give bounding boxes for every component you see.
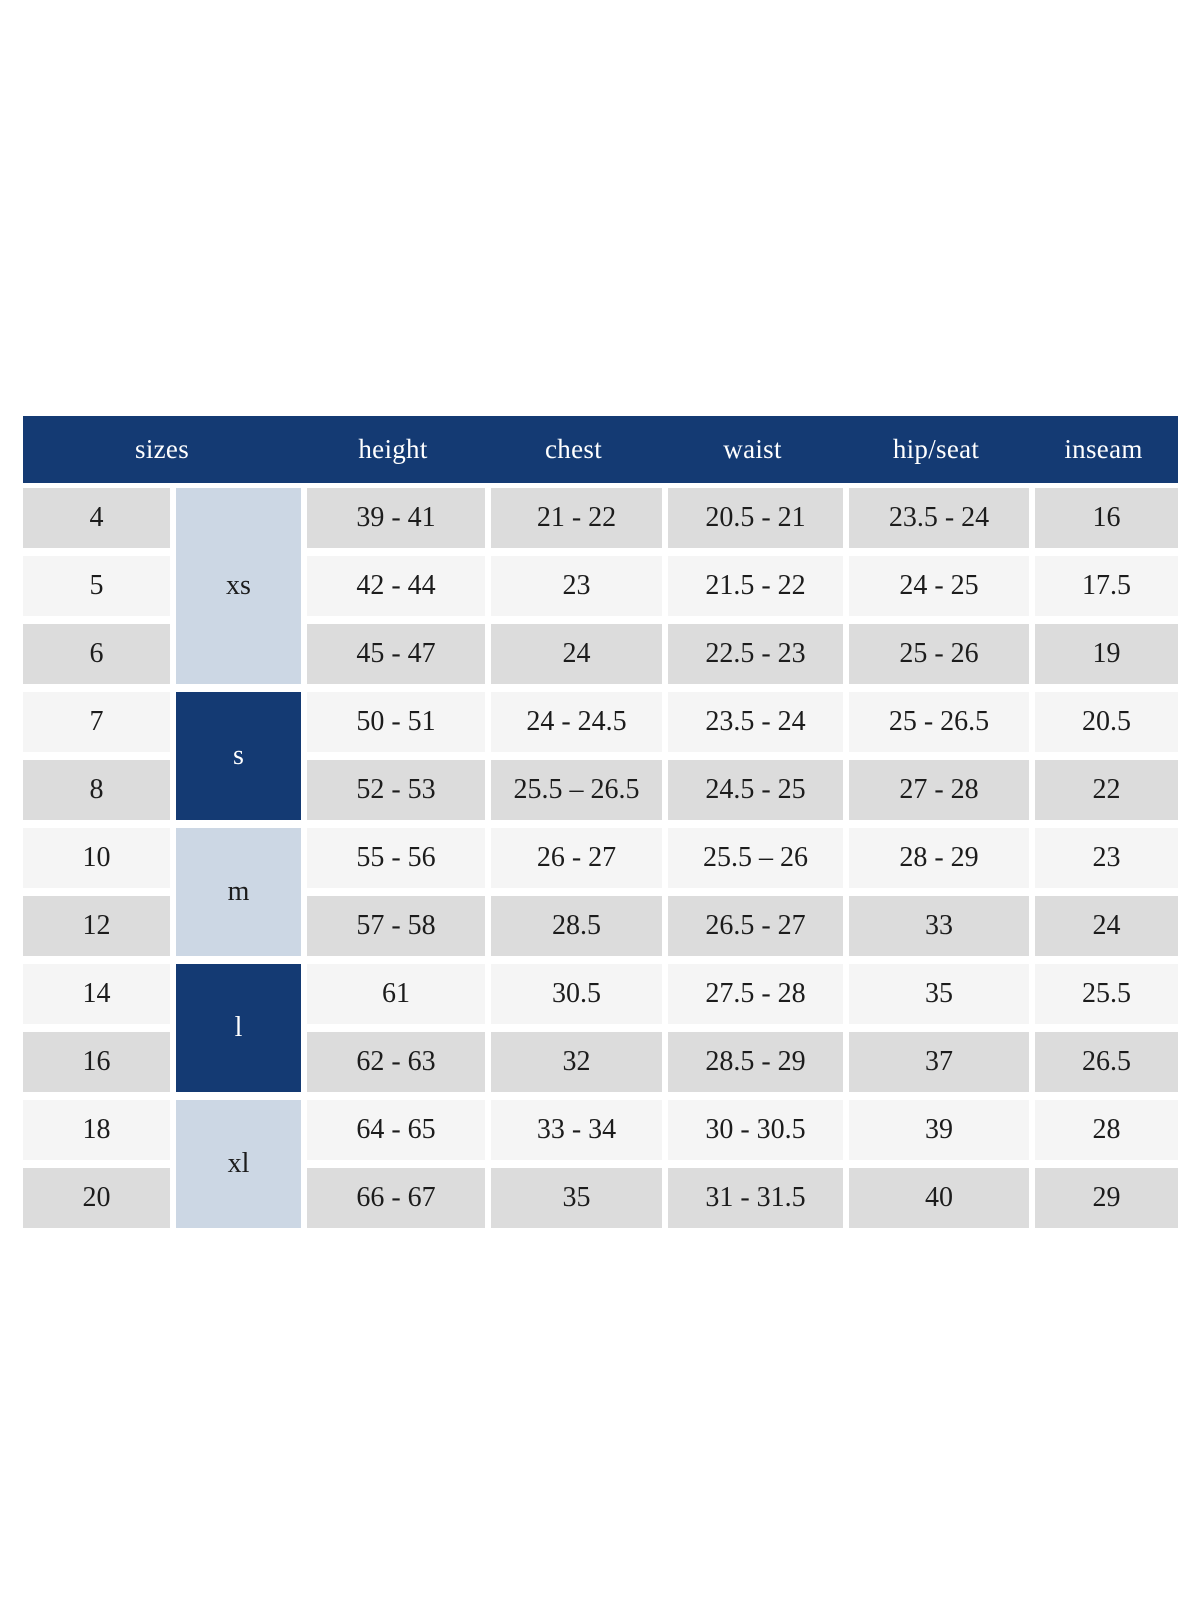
table-row: 6 45 - 47 24 22.5 - 23 25 - 26 19 [23, 616, 1179, 684]
inseam-cell: 25.5 [1029, 956, 1179, 1024]
waist-cell: 31 - 31.5 [662, 1160, 844, 1228]
hip-seat-cell: 28 - 29 [843, 820, 1030, 888]
chest-cell: 21 - 22 [485, 483, 663, 548]
hip-seat-cell: 33 [843, 888, 1030, 956]
waist-cell: 26.5 - 27 [662, 888, 844, 956]
table-row: 14 l 61 30.5 27.5 - 28 35 25.5 [23, 956, 1179, 1092]
waist-cell: 21.5 - 22 [662, 548, 844, 616]
inseam-cell: 19 [1029, 616, 1179, 684]
waist-cell: 28.5 - 29 [662, 1024, 844, 1092]
table-row: 7 s 50 - 51 24 - 24.5 23.5 - 24 25 - 26.… [23, 684, 1179, 820]
col-header-hip-seat: hip/seat [843, 416, 1030, 483]
chest-cell: 25.5 – 26.5 [485, 752, 663, 820]
size-group-cell-xl: xl [170, 1092, 302, 1228]
hip-seat-cell: 27 - 28 [843, 752, 1030, 820]
height-cell: 52 - 53 [301, 752, 486, 820]
inseam-cell: 24 [1029, 888, 1179, 956]
chest-cell: 26 - 27 [485, 820, 663, 888]
height-cell: 39 - 41 [301, 483, 486, 548]
height-cell: 42 - 44 [301, 548, 486, 616]
header-row: sizes height chest waist hip/seat inseam [23, 416, 1179, 483]
col-header-height: height [301, 416, 486, 483]
size-group-cell-s: s [170, 684, 302, 820]
inseam-cell: 20.5 [1029, 684, 1179, 752]
chest-cell: 23 [485, 548, 663, 616]
table-row: 10 m 55 - 56 26 - 27 25.5 – 26 28 - 29 2… [23, 820, 1179, 956]
size-chart: sizes height chest waist hip/seat inseam… [23, 416, 1179, 1228]
size-chart-table: sizes height chest waist hip/seat inseam… [23, 416, 1179, 1228]
waist-cell: 25.5 – 26 [662, 820, 844, 888]
inseam-cell: 22 [1029, 752, 1179, 820]
size-cell: 4 [23, 483, 170, 548]
size-cell: 20 [23, 1160, 170, 1228]
waist-cell: 27.5 - 28 [662, 956, 844, 1024]
size-cell: 5 [23, 548, 170, 616]
height-cell: 62 - 63 [301, 1024, 486, 1092]
waist-cell: 24.5 - 25 [662, 752, 844, 820]
waist-cell: 30 - 30.5 [662, 1092, 844, 1160]
table-row: 12 57 - 58 28.5 26.5 - 27 33 24 [23, 888, 1179, 956]
chest-cell: 33 - 34 [485, 1092, 663, 1160]
inseam-cell: 26.5 [1029, 1024, 1179, 1092]
size-cell: 18 [23, 1092, 170, 1160]
size-cell: 12 [23, 888, 170, 956]
size-cell: 7 [23, 684, 170, 752]
table-row: 20 66 - 67 35 31 - 31.5 40 29 [23, 1160, 1179, 1228]
height-cell: 66 - 67 [301, 1160, 486, 1228]
waist-cell: 22.5 - 23 [662, 616, 844, 684]
table-row: 4 xs 39 - 41 21 - 22 20.5 - 21 23.5 - 24… [23, 483, 1179, 684]
hip-seat-cell: 40 [843, 1160, 1030, 1228]
size-cell: 10 [23, 820, 170, 888]
hip-seat-cell: 25 - 26 [843, 616, 1030, 684]
table-row: 5 42 - 44 23 21.5 - 22 24 - 25 17.5 [23, 548, 1179, 616]
chest-cell: 24 - 24.5 [485, 684, 663, 752]
table-row: 8 52 - 53 25.5 – 26.5 24.5 - 25 27 - 28 … [23, 752, 1179, 820]
waist-cell: 23.5 - 24 [662, 684, 844, 752]
height-cell: 61 [301, 956, 486, 1024]
height-cell: 64 - 65 [301, 1092, 486, 1160]
inseam-cell: 28 [1029, 1092, 1179, 1160]
chest-cell: 24 [485, 616, 663, 684]
size-group-cell-xs: xs [170, 483, 302, 684]
hip-seat-cell: 35 [843, 956, 1030, 1024]
hip-seat-cell: 24 - 25 [843, 548, 1030, 616]
hip-seat-cell: 37 [843, 1024, 1030, 1092]
size-cell: 14 [23, 956, 170, 1024]
inseam-cell: 29 [1029, 1160, 1179, 1228]
col-header-inseam: inseam [1029, 416, 1179, 483]
hip-seat-cell: 25 - 26.5 [843, 684, 1030, 752]
height-cell: 57 - 58 [301, 888, 486, 956]
table-row: 18 xl 64 - 65 33 - 34 30 - 30.5 39 28 [23, 1092, 1179, 1228]
waist-cell: 20.5 - 21 [662, 483, 844, 548]
hip-seat-cell: 39 [843, 1092, 1030, 1160]
inseam-cell: 23 [1029, 820, 1179, 888]
chest-cell: 32 [485, 1024, 663, 1092]
size-cell: 16 [23, 1024, 170, 1092]
size-cell: 6 [23, 616, 170, 684]
chest-cell: 30.5 [485, 956, 663, 1024]
chest-cell: 28.5 [485, 888, 663, 956]
col-header-waist: waist [662, 416, 844, 483]
col-header-chest: chest [485, 416, 663, 483]
height-cell: 50 - 51 [301, 684, 486, 752]
size-group-cell-l: l [170, 956, 302, 1092]
size-group-cell-m: m [170, 820, 302, 956]
height-cell: 45 - 47 [301, 616, 486, 684]
hip-seat-cell: 23.5 - 24 [843, 483, 1030, 548]
inseam-cell: 17.5 [1029, 548, 1179, 616]
table-row: 16 62 - 63 32 28.5 - 29 37 26.5 [23, 1024, 1179, 1092]
col-header-sizes: sizes [23, 416, 302, 483]
inseam-cell: 16 [1029, 483, 1179, 548]
size-cell: 8 [23, 752, 170, 820]
chest-cell: 35 [485, 1160, 663, 1228]
height-cell: 55 - 56 [301, 820, 486, 888]
